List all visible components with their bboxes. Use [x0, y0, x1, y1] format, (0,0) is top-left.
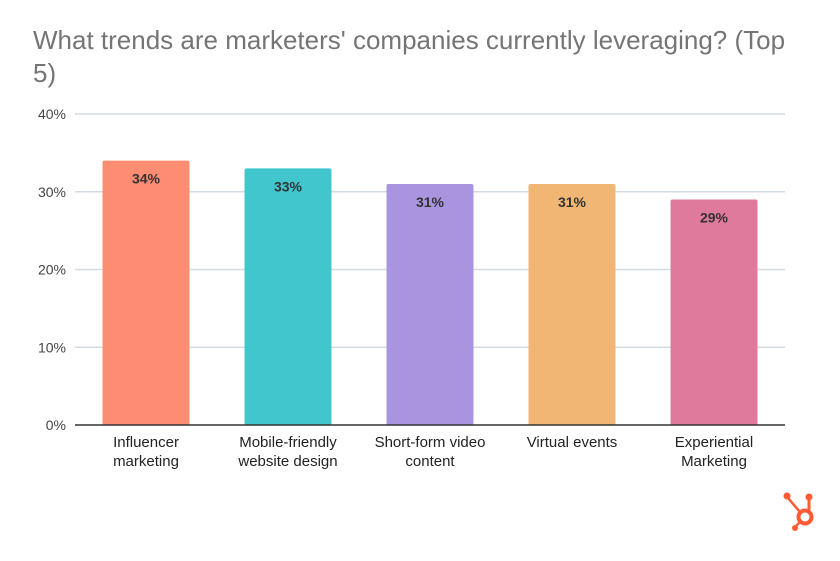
x-tick-label: website design: [237, 453, 337, 470]
x-tick-label: Short-form video: [375, 434, 486, 451]
x-tick-label: Experiential: [675, 434, 753, 451]
data-label: 34%: [132, 171, 161, 187]
y-tick-label: 30%: [38, 184, 66, 200]
data-label: 29%: [700, 210, 729, 226]
bar: [102, 160, 190, 425]
x-tick-label: marketing: [113, 453, 179, 470]
bar: [528, 183, 616, 425]
chart-title: What trends are marketers' companies cur…: [33, 25, 786, 88]
x-tick-label: Mobile-friendly: [239, 434, 337, 451]
data-label: 31%: [416, 194, 445, 210]
bar: [386, 183, 474, 425]
x-tick-label: Virtual events: [527, 434, 618, 451]
bar: [670, 199, 758, 425]
x-tick-label: content: [405, 453, 455, 470]
bar: [244, 168, 332, 426]
data-label: 33%: [274, 178, 303, 194]
data-label: 31%: [558, 194, 587, 210]
y-tick-label: 40%: [38, 106, 66, 122]
hubspot-logo-icon: [783, 492, 814, 531]
y-tick-label: 10%: [38, 339, 66, 355]
y-tick-label: 0%: [46, 417, 66, 433]
y-tick-label: 20%: [38, 262, 66, 278]
x-tick-label: Influencer: [113, 434, 179, 451]
x-tick-label: Marketing: [681, 453, 747, 470]
